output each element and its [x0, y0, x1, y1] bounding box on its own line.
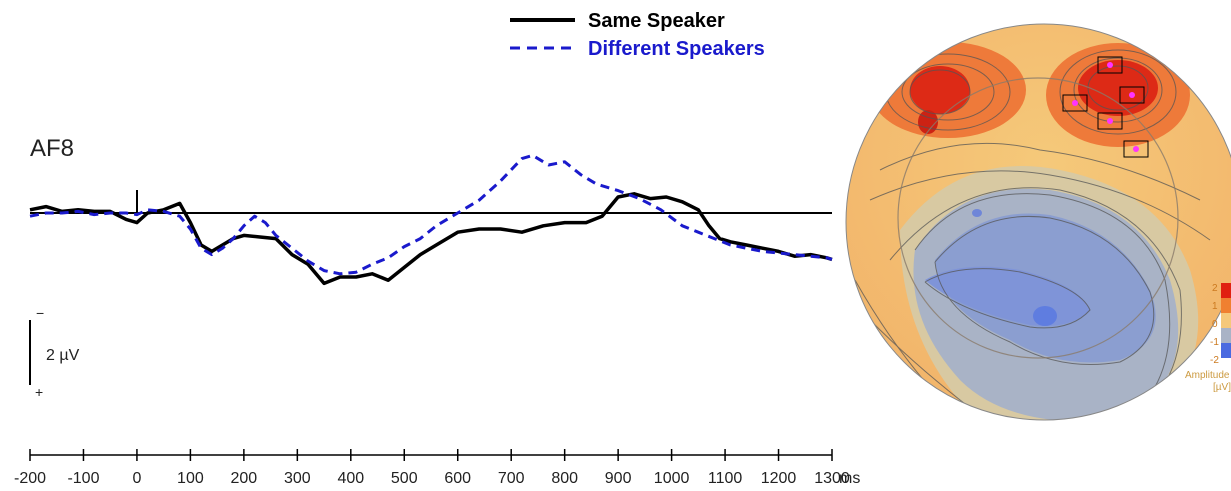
topomap: 2 1 0 -1 -2 Amplitude [µV] — [845, 23, 1231, 421]
x-tick-label: 400 — [337, 470, 364, 487]
colorbar-seg-2 — [1221, 298, 1231, 313]
colorbar-seg-4 — [1221, 328, 1231, 343]
channel-label: AF8 — [30, 135, 74, 162]
legend-label-different: Different Speakers — [588, 38, 765, 60]
erp-panel: AF8 − 2 µV + -200 -100 0 100 200 300 400 500 600… — [14, 10, 860, 487]
series-line-same-speaker — [29, 192, 833, 286]
electrode-box-4 — [1097, 112, 1123, 130]
colorbar-seg-3 — [1221, 313, 1231, 328]
scale-bar: − 2 µV + — [29, 305, 80, 400]
x-tick-label: -100 — [67, 470, 99, 487]
erp-traces — [29, 153, 833, 286]
x-tick-label: 200 — [231, 470, 258, 487]
x-tick-label: 100 — [177, 470, 204, 487]
scale-bar-label: 2 µV — [46, 347, 80, 364]
topomap-peak-neg — [1033, 306, 1057, 326]
x-tick-label: 600 — [444, 470, 471, 487]
inner-circle — [897, 77, 1179, 359]
topomap-peak-neg-small — [972, 209, 982, 217]
electrode-box-2 — [1119, 86, 1145, 104]
x-tick-label: 700 — [498, 470, 525, 487]
legend-label-same: Same Speaker — [588, 10, 725, 32]
electrode-box-3 — [1062, 94, 1088, 112]
topomap-peak-right — [1078, 60, 1158, 116]
x-tick-label: 1300 — [814, 470, 850, 487]
x-axis-unit: ms — [839, 470, 860, 487]
electrode-dot-5 — [1133, 146, 1139, 152]
colorbar-seg-1 — [1221, 283, 1231, 298]
colorbar-tick-3: 0 — [1212, 319, 1218, 330]
x-tick-label: 900 — [605, 470, 632, 487]
x-tick-label: 1000 — [654, 470, 690, 487]
x-tick-label: -200 — [14, 470, 46, 487]
x-tick-label: 1100 — [708, 470, 743, 487]
colorbar-title: Amplitude — [1185, 370, 1230, 381]
colorbar-unit: [µV] — [1213, 382, 1231, 393]
legend: Same Speaker Different Speakers — [510, 10, 765, 60]
electrode-dot-2 — [1129, 92, 1135, 98]
head-outline — [845, 23, 1231, 421]
electrode-dot-1 — [1107, 62, 1113, 68]
electrode-box-5 — [1123, 140, 1149, 158]
colorbar: 2 1 0 -1 -2 Amplitude [µV] — [1185, 283, 1231, 393]
electrode-dot-3 — [1072, 100, 1078, 106]
scale-bar-pos-sign: + — [35, 384, 43, 400]
x-tick-label: 1200 — [761, 470, 797, 487]
series-line-different-speakers — [29, 153, 833, 276]
scale-bar-neg-sign: − — [36, 305, 44, 321]
x-tick-label: 0 — [132, 470, 141, 487]
colorbar-tick-1: 2 — [1212, 283, 1218, 294]
x-axis-ticks: -200 -100 0 100 200 300 400 500 600 700 800 900 1000… — [14, 449, 850, 487]
electrode-box-1 — [1097, 56, 1123, 74]
colorbar-tick-5: -2 — [1210, 355, 1219, 366]
colorbar-tick-4: -1 — [1210, 337, 1219, 348]
colorbar-seg-5 — [1221, 343, 1231, 358]
x-tick-label: 300 — [284, 470, 311, 487]
electrode-markers — [1062, 56, 1149, 158]
x-axis: -200 -100 0 100 200 300 400 500 600 700 800 900 1000… — [14, 449, 860, 487]
topomap-peak-left — [910, 66, 970, 114]
topomap-fill — [846, 24, 1231, 420]
x-tick-label: 800 — [551, 470, 578, 487]
x-tick-label: 500 — [391, 470, 418, 487]
colorbar-tick-2: 1 — [1212, 301, 1218, 312]
electrode-dot-4 — [1107, 118, 1113, 124]
